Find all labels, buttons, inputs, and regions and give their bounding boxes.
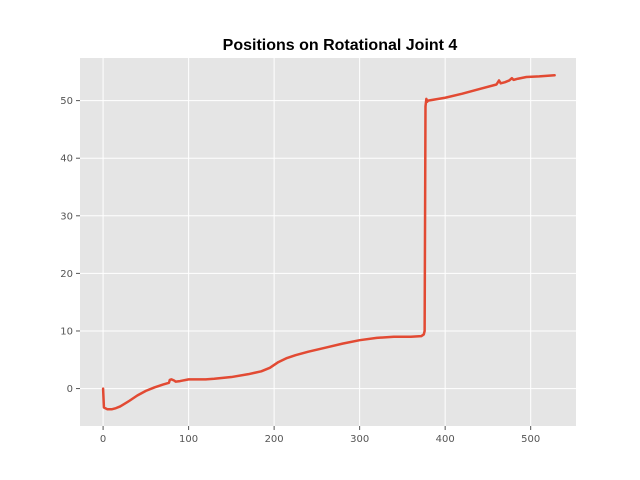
x-tick-label: 400 [436,434,455,445]
y-tick-label: 0 [67,384,73,395]
series-line [101,74,556,411]
x-tick-label: 200 [265,434,284,445]
y-tick-label: 20 [60,269,73,280]
y-tick-label: 50 [60,96,73,107]
grid [80,58,576,426]
x-tick-label: 300 [350,434,369,445]
y-tick-label: 40 [60,154,73,165]
x-tick-label: 500 [521,434,540,445]
plot-area [80,58,576,426]
y-tick-label: 30 [60,211,73,222]
x-tick-label: 100 [179,434,198,445]
y-tick-label: 10 [60,326,73,337]
chart-title: Positions on Rotational Joint 4 [223,37,458,54]
x-tick-label: 0 [100,434,106,445]
series-layer [101,74,556,411]
axis-ticks: 0 100 200 300 400 500 0 10 20 30 40 50 [60,96,540,445]
